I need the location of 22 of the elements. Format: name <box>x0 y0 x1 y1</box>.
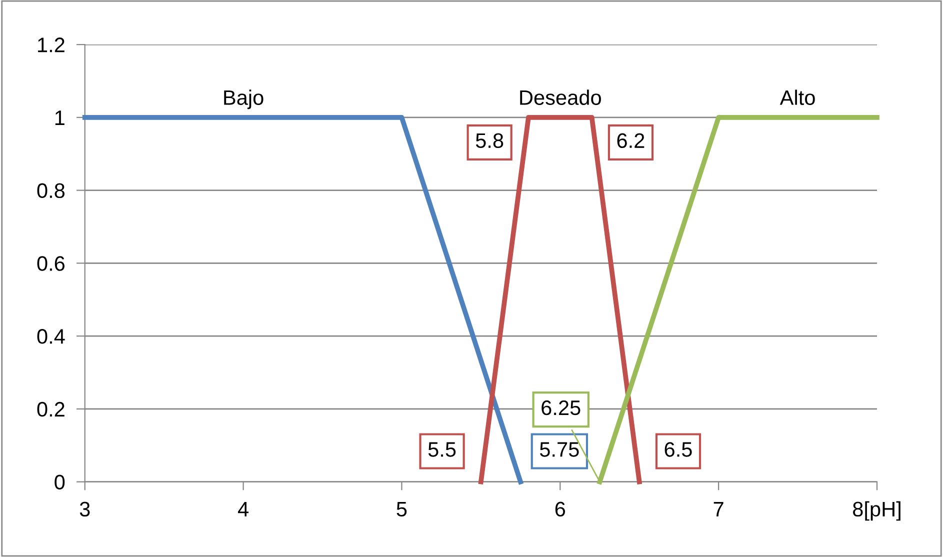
x-tick-label: 5 <box>396 502 407 517</box>
annotation: 5.8 <box>476 133 504 148</box>
annotation: 6.25 <box>542 400 580 416</box>
x-tick-label: 8[pH] <box>853 501 900 521</box>
series-label: Bajo <box>224 90 264 110</box>
y-tick-label: 0.6 <box>37 256 65 271</box>
y-tick-label: 1 <box>55 110 64 125</box>
x-tick-label: 7 <box>714 502 724 516</box>
series-label: Deseado <box>520 90 601 105</box>
y-tick-label: 1.2 <box>38 38 64 52</box>
y-tick-label: 0.4 <box>37 329 65 344</box>
x-tick-label: 6 <box>555 502 566 517</box>
annotation: 5.5 <box>428 442 456 457</box>
annotation: 6.5 <box>664 442 692 457</box>
y-tick-label: 0 <box>54 474 65 490</box>
y-tick-label: 0.2 <box>37 402 64 417</box>
annotation: 5.75 <box>540 442 579 457</box>
x-tick-label: 3 <box>80 502 90 517</box>
x-tick-label: 4 <box>238 502 248 516</box>
y-tick-label: 0.8 <box>37 183 65 198</box>
series-label: Alto <box>780 90 815 105</box>
annotation: 6.2 <box>617 133 644 148</box>
